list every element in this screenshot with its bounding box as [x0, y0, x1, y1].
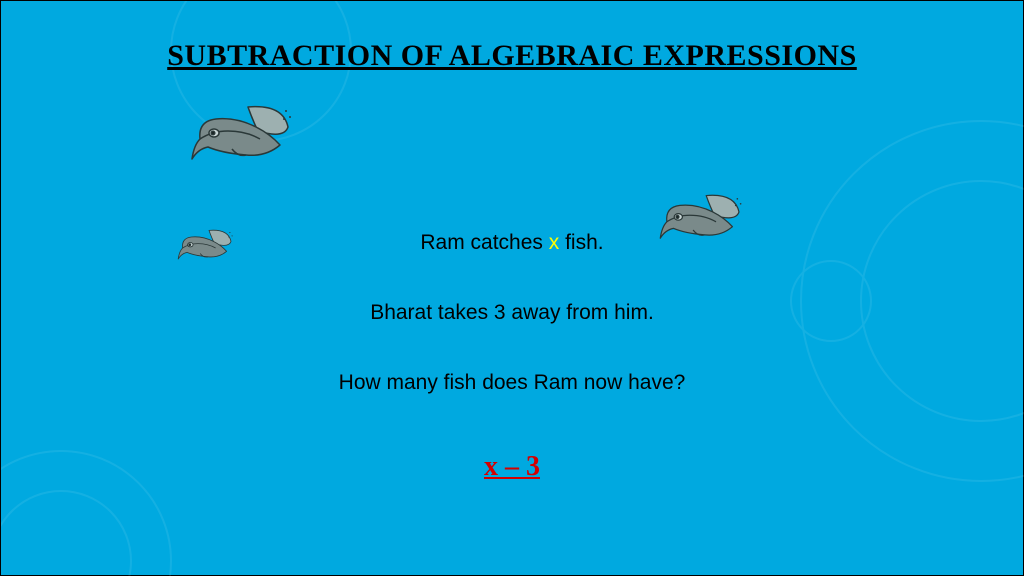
line1-variable: x	[549, 231, 560, 254]
body-line-3: How many fish does Ram now have?	[1, 371, 1023, 395]
slide: SUBTRACTION OF ALGEBRAIC EXPRESSIONS Ram…	[0, 0, 1024, 576]
fish-icon	[657, 189, 747, 246]
slide-title: SUBTRACTION OF ALGEBRAIC EXPRESSIONS	[1, 39, 1023, 73]
line1-suffix: fish.	[559, 231, 603, 254]
answer-expression: x – 3	[1, 451, 1023, 483]
background-decoration	[1, 1, 1024, 576]
body-line-2: Bharat takes 3 away from him.	[1, 301, 1023, 325]
line1-prefix: Ram catches	[420, 231, 548, 254]
body-line-1: Ram catches x fish.	[1, 231, 1023, 255]
fish-icon	[176, 226, 237, 265]
fish-icon	[188, 99, 298, 169]
